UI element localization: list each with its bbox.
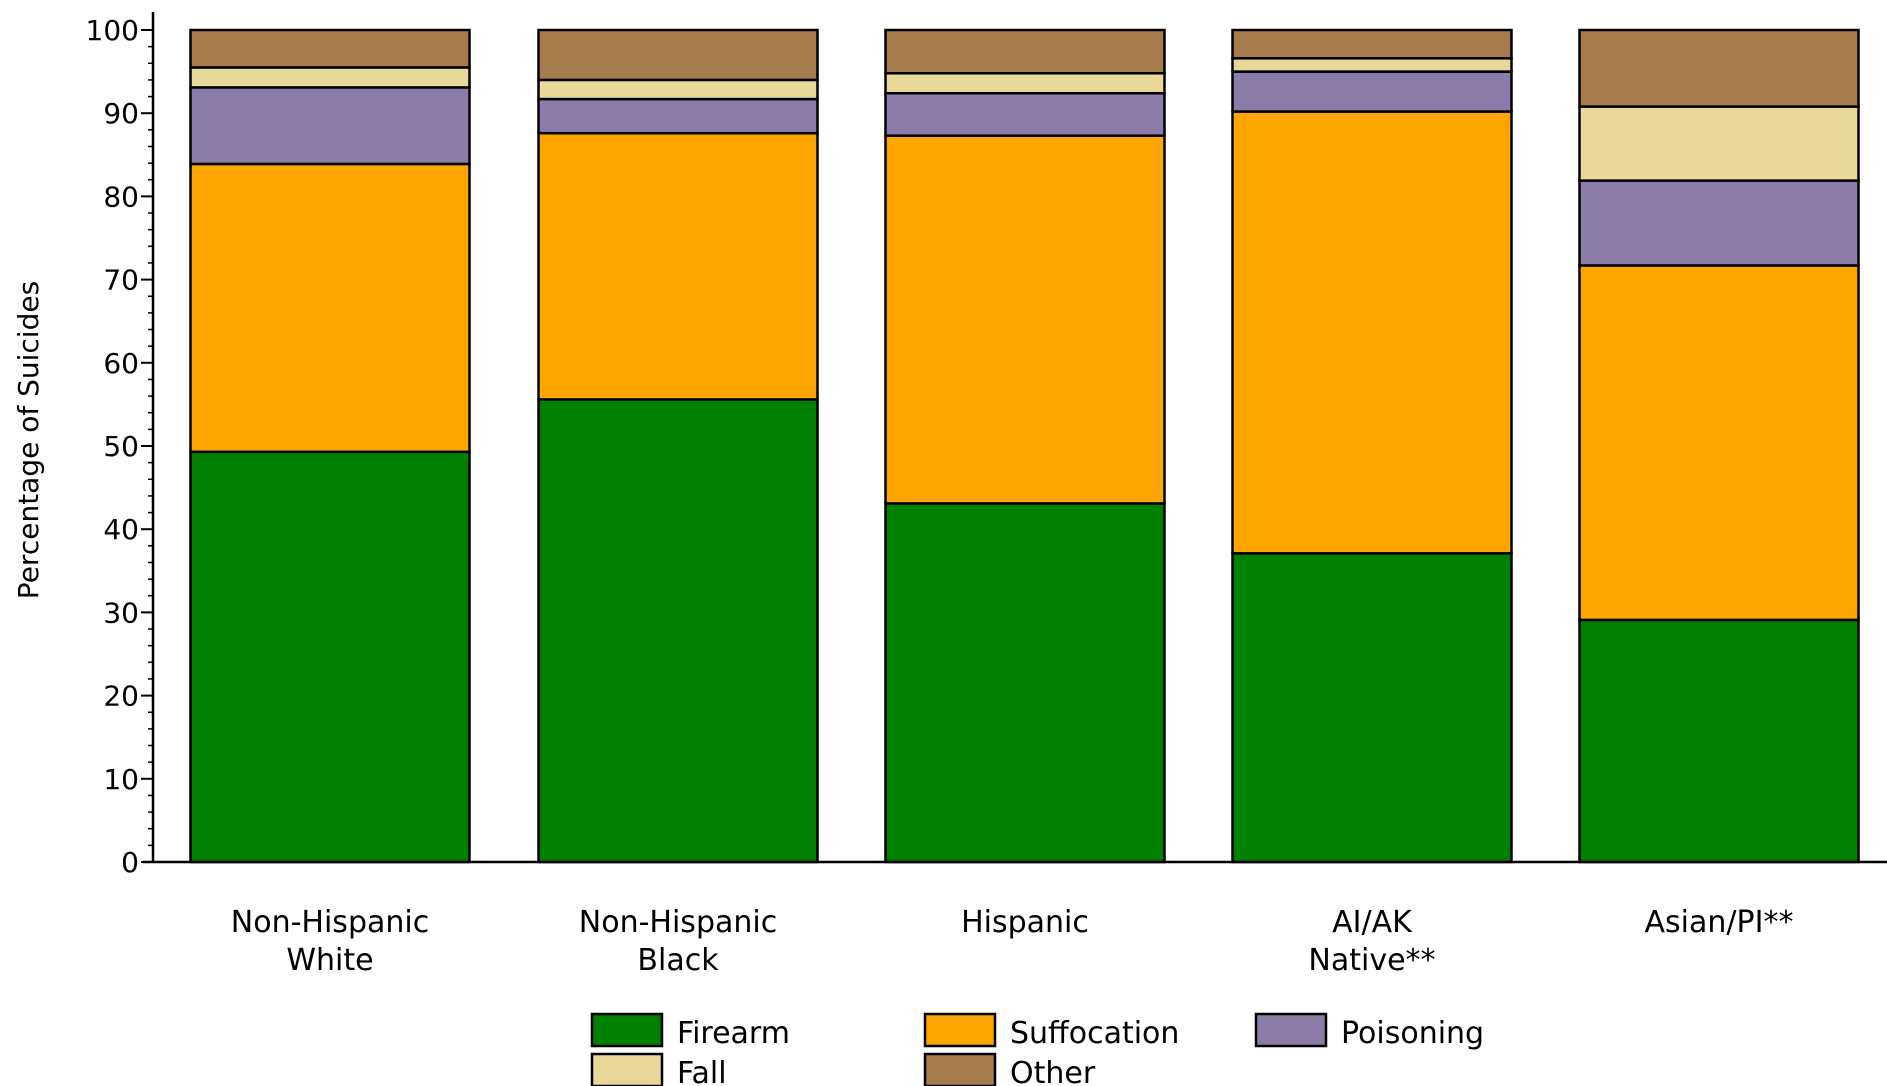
category-label-1-0: Non-Hispanic bbox=[579, 905, 777, 940]
bar-segment-other-2 bbox=[884, 28, 1166, 75]
category-label-2-0: Hispanic bbox=[961, 905, 1089, 940]
bar-segment-other-1 bbox=[537, 28, 819, 82]
legend-label-fall: Fall bbox=[677, 1056, 727, 1086]
y-tick-label: 20 bbox=[103, 680, 139, 713]
bar-segment-firearm-2 bbox=[884, 502, 1166, 864]
bar-segment-other-3 bbox=[1231, 28, 1513, 60]
bar-segment-suffocation-1 bbox=[537, 131, 819, 401]
legend-label-suffocation: Suffocation bbox=[1010, 1016, 1179, 1051]
category-label-0-1: White bbox=[286, 943, 373, 978]
y-tick-label: 70 bbox=[103, 264, 139, 297]
bar-segment-poisoning-4 bbox=[1578, 179, 1860, 267]
category-label-4-0: Asian/PI** bbox=[1645, 905, 1794, 940]
category-label-3-0: AI/AK bbox=[1332, 905, 1413, 940]
bar-segment-firearm-0 bbox=[189, 450, 471, 864]
legend-label-other: Other bbox=[1010, 1056, 1096, 1086]
bar-segment-other-4 bbox=[1578, 28, 1860, 108]
y-tick-label: 80 bbox=[103, 180, 139, 213]
bar-segment-poisoning-1 bbox=[537, 97, 819, 135]
y-tick-label: 40 bbox=[103, 513, 139, 546]
category-label-1-1: Black bbox=[637, 943, 719, 978]
y-tick-label: 50 bbox=[103, 430, 139, 463]
bar-segment-fall-1 bbox=[537, 78, 819, 101]
y-tick-label: 60 bbox=[103, 347, 139, 380]
category-labels: Non-HispanicWhiteNon-HispanicBlackHispan… bbox=[231, 905, 1794, 978]
legend-label-poisoning: Poisoning bbox=[1341, 1016, 1484, 1051]
bar-segment-fall-3 bbox=[1231, 57, 1513, 73]
y-tick-label: 10 bbox=[103, 763, 139, 796]
legend-swatch-suffocation bbox=[923, 1012, 997, 1048]
bar-segment-firearm-1 bbox=[537, 398, 819, 864]
y-tick-label: 30 bbox=[103, 596, 139, 629]
bar-segment-firearm-3 bbox=[1231, 552, 1513, 864]
bar-segment-fall-4 bbox=[1578, 105, 1860, 182]
legend: Firearm Suffocation Poisoning Fall Other bbox=[590, 1012, 1484, 1086]
category-label-3-1: Native** bbox=[1308, 943, 1435, 978]
bar-segment-suffocation-3 bbox=[1231, 110, 1513, 555]
y-tick-label: 90 bbox=[103, 97, 139, 130]
bar-segment-fall-0 bbox=[189, 66, 471, 89]
bar-segment-poisoning-3 bbox=[1231, 70, 1513, 113]
legend-swatch-poisoning bbox=[1254, 1012, 1328, 1048]
bar-segment-suffocation-0 bbox=[189, 162, 471, 454]
legend-swatch-firearm bbox=[590, 1012, 664, 1048]
y-axis-label: Percentage of Suicides bbox=[12, 281, 45, 599]
bar-segment-suffocation-4 bbox=[1578, 264, 1860, 622]
bar-segment-poisoning-0 bbox=[189, 86, 471, 166]
y-tick-label: 0 bbox=[121, 846, 139, 879]
category-label-0-0: Non-Hispanic bbox=[231, 905, 429, 940]
bar-segment-other-0 bbox=[189, 28, 471, 69]
y-tick-label: 100 bbox=[86, 14, 139, 47]
bar-segment-fall-2 bbox=[884, 72, 1166, 95]
bars-group bbox=[189, 28, 1860, 864]
axes-group: 0 10 20 30 40 50 60 70 80 90 100 bbox=[86, 12, 1887, 879]
legend-swatch-other bbox=[923, 1052, 997, 1086]
bar-segment-firearm-4 bbox=[1578, 618, 1860, 864]
legend-swatch-fall bbox=[590, 1052, 664, 1086]
bar-segment-suffocation-2 bbox=[884, 134, 1166, 505]
bar-segment-poisoning-2 bbox=[884, 91, 1166, 137]
legend-label-firearm: Firearm bbox=[677, 1016, 790, 1051]
